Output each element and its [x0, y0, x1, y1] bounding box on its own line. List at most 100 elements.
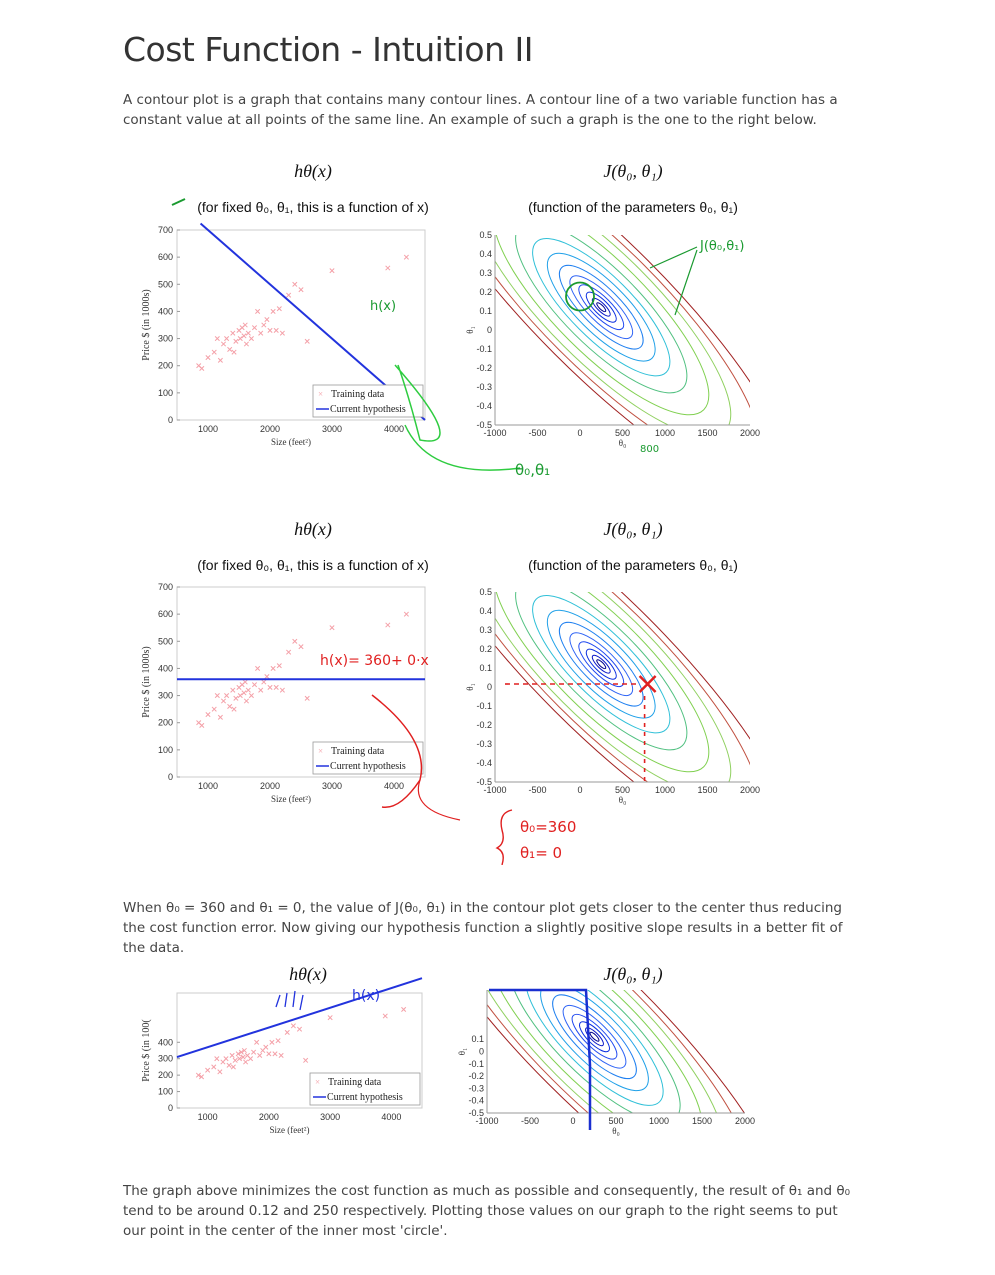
annotation-h-of-x: h(x)	[370, 299, 396, 314]
y-tick-label: 600	[158, 252, 173, 262]
figure-1: hθ(x) J(θ₀, θ₁) (for fixed θ₀, θ₁, this is…	[0, 150, 995, 495]
training-point	[251, 682, 258, 688]
left-plot-subtitle: (for fixed θ₀, θ₁, this is a function of…	[197, 557, 429, 573]
green-check-mark	[171, 198, 186, 206]
y-tick-label: -0.2	[468, 1071, 484, 1081]
contour-line	[532, 238, 671, 377]
training-point	[217, 1069, 223, 1075]
x-tick-label: 4000	[384, 781, 404, 791]
training-point	[236, 1056, 243, 1062]
training-point	[257, 1052, 263, 1058]
red-brace	[495, 809, 513, 866]
x-tick-label: -1000	[483, 428, 506, 438]
y-tick-label: 0.1	[479, 663, 492, 673]
training-point	[245, 687, 251, 693]
training-point	[269, 1039, 275, 1045]
x-tick-label: 1500	[697, 428, 717, 438]
theta1-axis-label: θ₁	[465, 683, 475, 690]
right-plot-title: J(θ₀, θ₁)	[603, 964, 662, 985]
x-tick-label: -1000	[483, 785, 506, 795]
y-tick-label: -0.3	[468, 1083, 484, 1093]
x-tick-label: 500	[615, 428, 630, 438]
y-tick-label: 0	[168, 415, 173, 425]
training-point	[255, 308, 261, 314]
contour-line	[591, 654, 611, 674]
training-point	[251, 325, 258, 331]
training-point	[248, 693, 254, 699]
annotation-800: 800	[640, 444, 659, 455]
y-tick-label: 0	[487, 682, 492, 692]
y-tick-label: -0.1	[476, 344, 492, 354]
x-tick-label: 2000	[260, 424, 280, 434]
training-point	[385, 622, 391, 628]
training-point	[284, 1029, 290, 1035]
training-point	[205, 1067, 211, 1073]
left-plot-title: hθ(x)	[294, 161, 332, 182]
training-point	[242, 322, 248, 328]
x-tick-label: -1000	[475, 1116, 498, 1126]
y-tick-label: 400	[158, 1037, 173, 1047]
legend-box	[309, 1072, 421, 1106]
contour-line	[515, 235, 688, 394]
middle-paragraph: When θ₀ = 360 and θ₁ = 0, the value of J…	[123, 900, 843, 956]
y-axis-label: Price $ (in 1000s)	[141, 646, 152, 717]
y-tick-label: 0	[487, 325, 492, 335]
x-axis-label: Size (feet²)	[271, 437, 311, 447]
contour-line	[585, 648, 617, 680]
training-point	[267, 684, 273, 690]
blue-scribble	[275, 990, 304, 1011]
page-title: Cost Function - Intuition II	[123, 30, 533, 69]
x-tick-label: 2000	[740, 428, 760, 438]
training-point	[275, 1038, 281, 1044]
x-tick-label: 0	[570, 1116, 575, 1126]
left-plot-subtitle: (for fixed θ₀, θ₁, this is a function of…	[197, 199, 429, 215]
training-point	[296, 1026, 303, 1032]
training-point	[258, 687, 264, 693]
x-tick-label: -500	[528, 428, 546, 438]
y-tick-label: -0.2	[476, 720, 492, 730]
legend-marker-training: ×	[318, 389, 323, 399]
training-point	[227, 346, 233, 352]
contour-line	[571, 1013, 618, 1060]
y-tick-label: 0.3	[479, 625, 492, 635]
y-tick-label: 0.1	[479, 306, 492, 316]
contour-line	[495, 235, 710, 416]
contour-line	[591, 297, 611, 317]
contour-line	[495, 235, 750, 425]
training-point	[230, 330, 236, 336]
training-point	[273, 327, 279, 333]
y-tick-label: 300	[158, 691, 173, 701]
training-point	[251, 1049, 257, 1055]
training-point	[243, 341, 249, 347]
training-point	[224, 693, 230, 699]
training-point	[237, 336, 243, 342]
green-arrow-2	[404, 424, 521, 471]
training-point	[255, 665, 261, 671]
y-tick-label: 0.4	[479, 249, 492, 259]
training-point	[243, 1059, 249, 1065]
training-point	[329, 625, 335, 631]
right-plot-subtitle: (function of the parameters θ₀, θ₁)	[528, 199, 738, 215]
y-tick-label: 0.1	[471, 1034, 484, 1044]
y-tick-label: 0	[168, 1103, 173, 1113]
legend-training-label: Training data	[331, 389, 385, 400]
training-point	[298, 644, 304, 650]
y-tick-label: 200	[158, 1070, 173, 1080]
training-point	[304, 695, 310, 701]
contour-line	[540, 990, 649, 1092]
y-tick-label: -0.2	[476, 363, 492, 373]
annotation-theta1-value: θ₁= 0	[520, 844, 562, 862]
theta0-axis-label: θ₀	[619, 795, 626, 805]
y-tick-label: -0.5	[476, 420, 492, 430]
annotation-hypothesis-eq: h(x)= 360+ 0·x	[320, 653, 429, 669]
highlight-circle	[565, 281, 595, 312]
y-tick-label: -0.5	[468, 1108, 484, 1118]
training-point	[264, 674, 270, 680]
training-point	[264, 317, 270, 323]
contour-line	[495, 235, 732, 425]
contour-line	[578, 284, 625, 331]
y-tick-label: 0.3	[479, 268, 492, 278]
training-point	[266, 1051, 272, 1057]
theta0-axis-label: θ₀	[612, 1126, 619, 1136]
training-point	[217, 357, 223, 363]
